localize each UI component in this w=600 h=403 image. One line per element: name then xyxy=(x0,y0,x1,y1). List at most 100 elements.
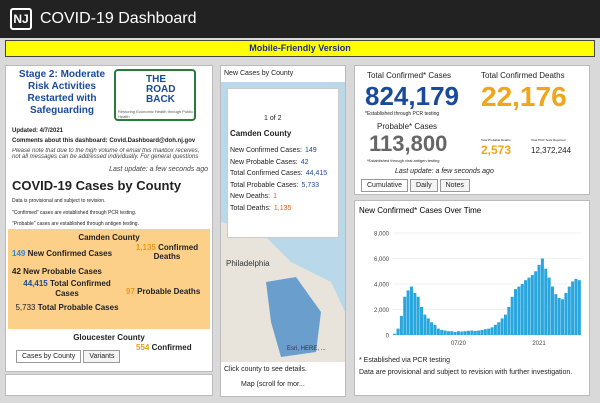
value: 1,135 xyxy=(135,243,156,252)
value: 1,135 xyxy=(273,204,292,212)
bar xyxy=(470,330,474,335)
left-footer xyxy=(5,374,213,396)
logo: NJ xyxy=(10,8,32,30)
label: Total Probable Cases: xyxy=(230,181,299,189)
value: 1 xyxy=(273,193,277,200)
header: NJ COVID-19 Dashboard xyxy=(0,0,600,38)
chart: New Confirmed* Cases Over Time 0 2,000 4,0… xyxy=(359,206,581,347)
updated: Updated: 4/7/2021 xyxy=(12,128,64,134)
bar xyxy=(544,268,548,335)
y-tick-label: 6,000 xyxy=(374,257,390,263)
disclaimer: Data is provisional and subject to revis… xyxy=(12,198,106,204)
road-back-logo: THE ROAD BACK Restoring Economic Health … xyxy=(114,69,196,121)
tab[interactable]: Cases by County xyxy=(16,350,82,363)
bar xyxy=(453,331,457,335)
bar xyxy=(467,330,471,335)
county-card: Camden County 149 New Confirmed Cases 1,… xyxy=(8,229,210,329)
bar xyxy=(514,289,518,335)
label: Probable Deaths xyxy=(137,287,201,296)
map-title: New Cases by County xyxy=(224,70,294,77)
bar xyxy=(443,330,447,335)
x-tick-label: 2021 xyxy=(532,341,546,347)
bar xyxy=(483,329,487,335)
row: New Deaths: 1 xyxy=(230,191,338,203)
label: Total Confirmed Deaths xyxy=(481,71,565,80)
bar xyxy=(574,278,578,335)
bar xyxy=(500,318,504,335)
county-card: Gloucester County 554 Confirmed xyxy=(8,329,210,369)
bar xyxy=(571,281,575,335)
bar xyxy=(460,331,464,335)
bar xyxy=(537,264,541,335)
row: New Confirmed Cases: 149 xyxy=(230,145,338,157)
value: 42 xyxy=(12,267,21,276)
value: 44,415 xyxy=(23,279,48,288)
label: Total Deaths: xyxy=(230,204,271,212)
value: 824,179 xyxy=(365,81,459,111)
tab[interactable]: Daily xyxy=(410,179,438,192)
map-tab[interactable]: Map (scroll for mor... xyxy=(241,381,305,388)
bar xyxy=(463,331,467,335)
bar xyxy=(524,280,528,335)
x-tick-label: 07/20 xyxy=(451,341,467,347)
banner[interactable]: Mobile-Friendly Version xyxy=(5,40,595,57)
left-panel: Stage 2: Moderate Risk Activities Restar… xyxy=(5,65,213,372)
label: New Probable Cases xyxy=(23,267,102,276)
bar xyxy=(409,286,413,335)
bar xyxy=(561,299,565,335)
map-hint: Click county to see details. xyxy=(224,366,307,373)
label: Total Probable Cases xyxy=(37,303,119,312)
bar xyxy=(507,306,511,335)
title: COVID-19 Dashboard xyxy=(40,10,197,27)
bar xyxy=(530,275,534,335)
y-tick-label: 4,000 xyxy=(374,283,390,289)
value: 554 xyxy=(136,343,150,352)
label: Confirmed xyxy=(151,343,192,352)
label: Total Probable Deaths xyxy=(481,138,511,142)
bar xyxy=(426,318,430,335)
stats-panel: Total Confirmed* Cases 824,179 *Establis… xyxy=(354,65,590,195)
bar xyxy=(423,314,427,335)
label: Total Confirmed Cases: xyxy=(230,170,303,177)
bar xyxy=(493,324,497,335)
bar xyxy=(456,331,460,335)
popup: 1 of 2 Camden County New Confirmed Cases… xyxy=(227,88,339,238)
bar xyxy=(547,277,551,335)
value: 22,176 xyxy=(481,81,567,112)
y-tick-label: 2,000 xyxy=(374,308,390,314)
bar xyxy=(517,286,521,335)
bar xyxy=(430,322,434,335)
county-name: Gloucester County xyxy=(73,333,145,342)
bar xyxy=(577,280,581,335)
county-shape xyxy=(266,277,321,357)
tab[interactable]: Cumulative xyxy=(361,179,409,192)
row: New Probable Cases: 42 xyxy=(230,157,338,169)
row: Total Probable Cases: 5,733 xyxy=(230,180,338,192)
bar xyxy=(393,333,397,335)
row: Total Deaths: 1,135 xyxy=(230,203,338,215)
logo-sub: Restoring Economic Health through Public… xyxy=(118,109,194,119)
note: Please note that due to the high volume … xyxy=(12,148,200,160)
label: New Probable Cases: xyxy=(230,158,298,166)
stage-title: Stage 2: Moderate Risk Activities Restar… xyxy=(18,69,106,116)
bar xyxy=(550,286,554,335)
pager: 1 of 2 xyxy=(264,115,282,122)
label: New Confirmed Cases: xyxy=(230,147,302,154)
tab[interactable]: Variants xyxy=(83,350,121,363)
tab[interactable]: Notes xyxy=(439,179,470,192)
county: Camden County xyxy=(230,129,292,138)
last-update: Last update: a few seconds ago xyxy=(395,168,494,175)
probable-note: "Probable" cases are established through… xyxy=(12,221,139,226)
bar xyxy=(416,296,420,335)
bar xyxy=(396,328,400,335)
bar xyxy=(450,331,454,335)
bar xyxy=(520,284,524,335)
bar xyxy=(540,258,544,335)
value: 149 xyxy=(12,249,26,258)
bar xyxy=(413,292,417,335)
footnote: * Established via PCR testing xyxy=(359,357,451,364)
value: 44,415 xyxy=(305,170,328,177)
last-update: Last update: a few seconds ago xyxy=(109,166,208,173)
value: 5,733 xyxy=(301,181,320,189)
